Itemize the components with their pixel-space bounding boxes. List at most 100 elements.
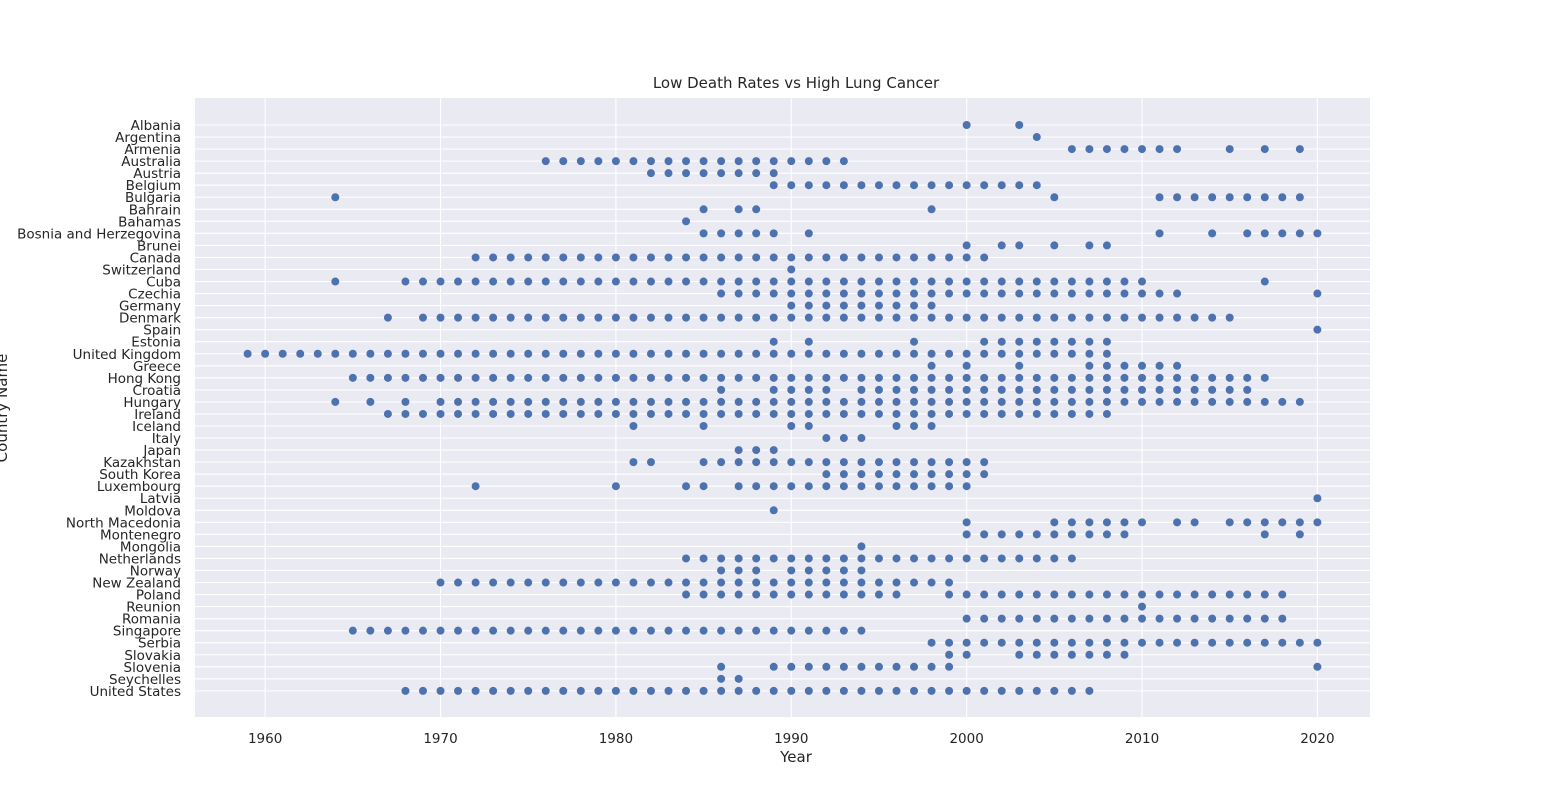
data-point — [1050, 650, 1059, 659]
data-point — [594, 409, 603, 418]
data-point — [541, 578, 550, 587]
data-point — [1050, 385, 1059, 394]
data-point — [962, 650, 971, 659]
data-point — [1243, 385, 1252, 394]
data-point — [787, 301, 796, 310]
data-point — [1067, 397, 1076, 406]
data-point — [629, 686, 638, 695]
data-point — [436, 626, 445, 635]
data-point — [857, 434, 866, 443]
data-point — [1278, 638, 1287, 647]
data-point — [1295, 638, 1304, 647]
data-point — [366, 349, 375, 358]
data-point — [822, 253, 831, 262]
data-point — [717, 458, 726, 467]
data-point — [857, 542, 866, 551]
data-point — [927, 409, 936, 418]
data-point — [787, 373, 796, 382]
chart-title: Low Death Rates vs High Lung Cancer — [653, 74, 940, 92]
y-axis-ticks: AlbaniaArgentinaArmeniaAustraliaAustriaB… — [17, 118, 181, 700]
data-point — [892, 277, 901, 286]
data-point — [910, 409, 919, 418]
data-point — [296, 349, 305, 358]
y-tick-label: Japan — [142, 443, 181, 459]
data-point — [1015, 385, 1024, 394]
data-point — [892, 301, 901, 310]
y-tick-label: Bahamas — [118, 214, 181, 230]
data-point — [1015, 554, 1024, 563]
data-point — [769, 662, 778, 671]
data-point — [980, 289, 989, 298]
data-point — [646, 578, 655, 587]
data-point — [787, 578, 796, 587]
data-point — [1032, 133, 1041, 142]
data-point — [945, 650, 954, 659]
data-point — [822, 277, 831, 286]
data-point — [927, 578, 936, 587]
data-point — [804, 662, 813, 671]
data-point — [1015, 313, 1024, 322]
data-point — [734, 373, 743, 382]
data-point — [910, 470, 919, 479]
data-point — [787, 265, 796, 274]
data-point — [489, 397, 498, 406]
data-point — [717, 590, 726, 599]
data-point — [1015, 614, 1024, 623]
data-point — [769, 289, 778, 298]
data-point — [1050, 277, 1059, 286]
y-tick-label: Romania — [122, 612, 181, 628]
data-point — [1225, 590, 1234, 599]
data-point — [1032, 554, 1041, 563]
data-point — [980, 590, 989, 599]
data-point — [892, 289, 901, 298]
data-point — [1260, 193, 1269, 202]
data-point — [980, 349, 989, 358]
data-point — [664, 397, 673, 406]
data-point — [1138, 361, 1147, 370]
data-point — [962, 482, 971, 491]
data-point — [769, 181, 778, 190]
y-tick-label: Latvia — [140, 491, 181, 507]
data-point — [524, 349, 533, 358]
data-point — [664, 277, 673, 286]
data-point — [1120, 638, 1129, 647]
data-point — [804, 482, 813, 491]
data-point — [401, 686, 410, 695]
data-point — [1155, 373, 1164, 382]
data-point — [874, 301, 883, 310]
data-point — [1313, 518, 1322, 527]
data-point — [1190, 638, 1199, 647]
data-point — [1278, 590, 1287, 599]
data-point — [927, 397, 936, 406]
data-point — [489, 313, 498, 322]
data-point — [454, 409, 463, 418]
data-point — [839, 349, 848, 358]
data-point — [839, 409, 848, 418]
data-point — [769, 458, 778, 467]
data-point — [927, 289, 936, 298]
data-point — [857, 662, 866, 671]
data-point — [682, 217, 691, 226]
data-point — [1120, 277, 1129, 286]
data-point — [1138, 373, 1147, 382]
data-point — [717, 289, 726, 298]
data-point — [874, 662, 883, 671]
data-point — [454, 626, 463, 635]
data-point — [1102, 409, 1111, 418]
data-point — [874, 349, 883, 358]
data-point — [1085, 650, 1094, 659]
data-point — [1295, 229, 1304, 238]
data-point — [401, 397, 410, 406]
data-point — [541, 253, 550, 262]
data-point — [629, 397, 638, 406]
data-point — [1208, 313, 1217, 322]
y-tick-label: Hungary — [123, 395, 181, 411]
data-point — [839, 482, 848, 491]
data-point — [822, 157, 831, 166]
data-point — [682, 253, 691, 262]
data-point — [962, 686, 971, 695]
data-point — [576, 349, 585, 358]
data-point — [1032, 373, 1041, 382]
data-point — [752, 686, 761, 695]
data-point — [1243, 229, 1252, 238]
